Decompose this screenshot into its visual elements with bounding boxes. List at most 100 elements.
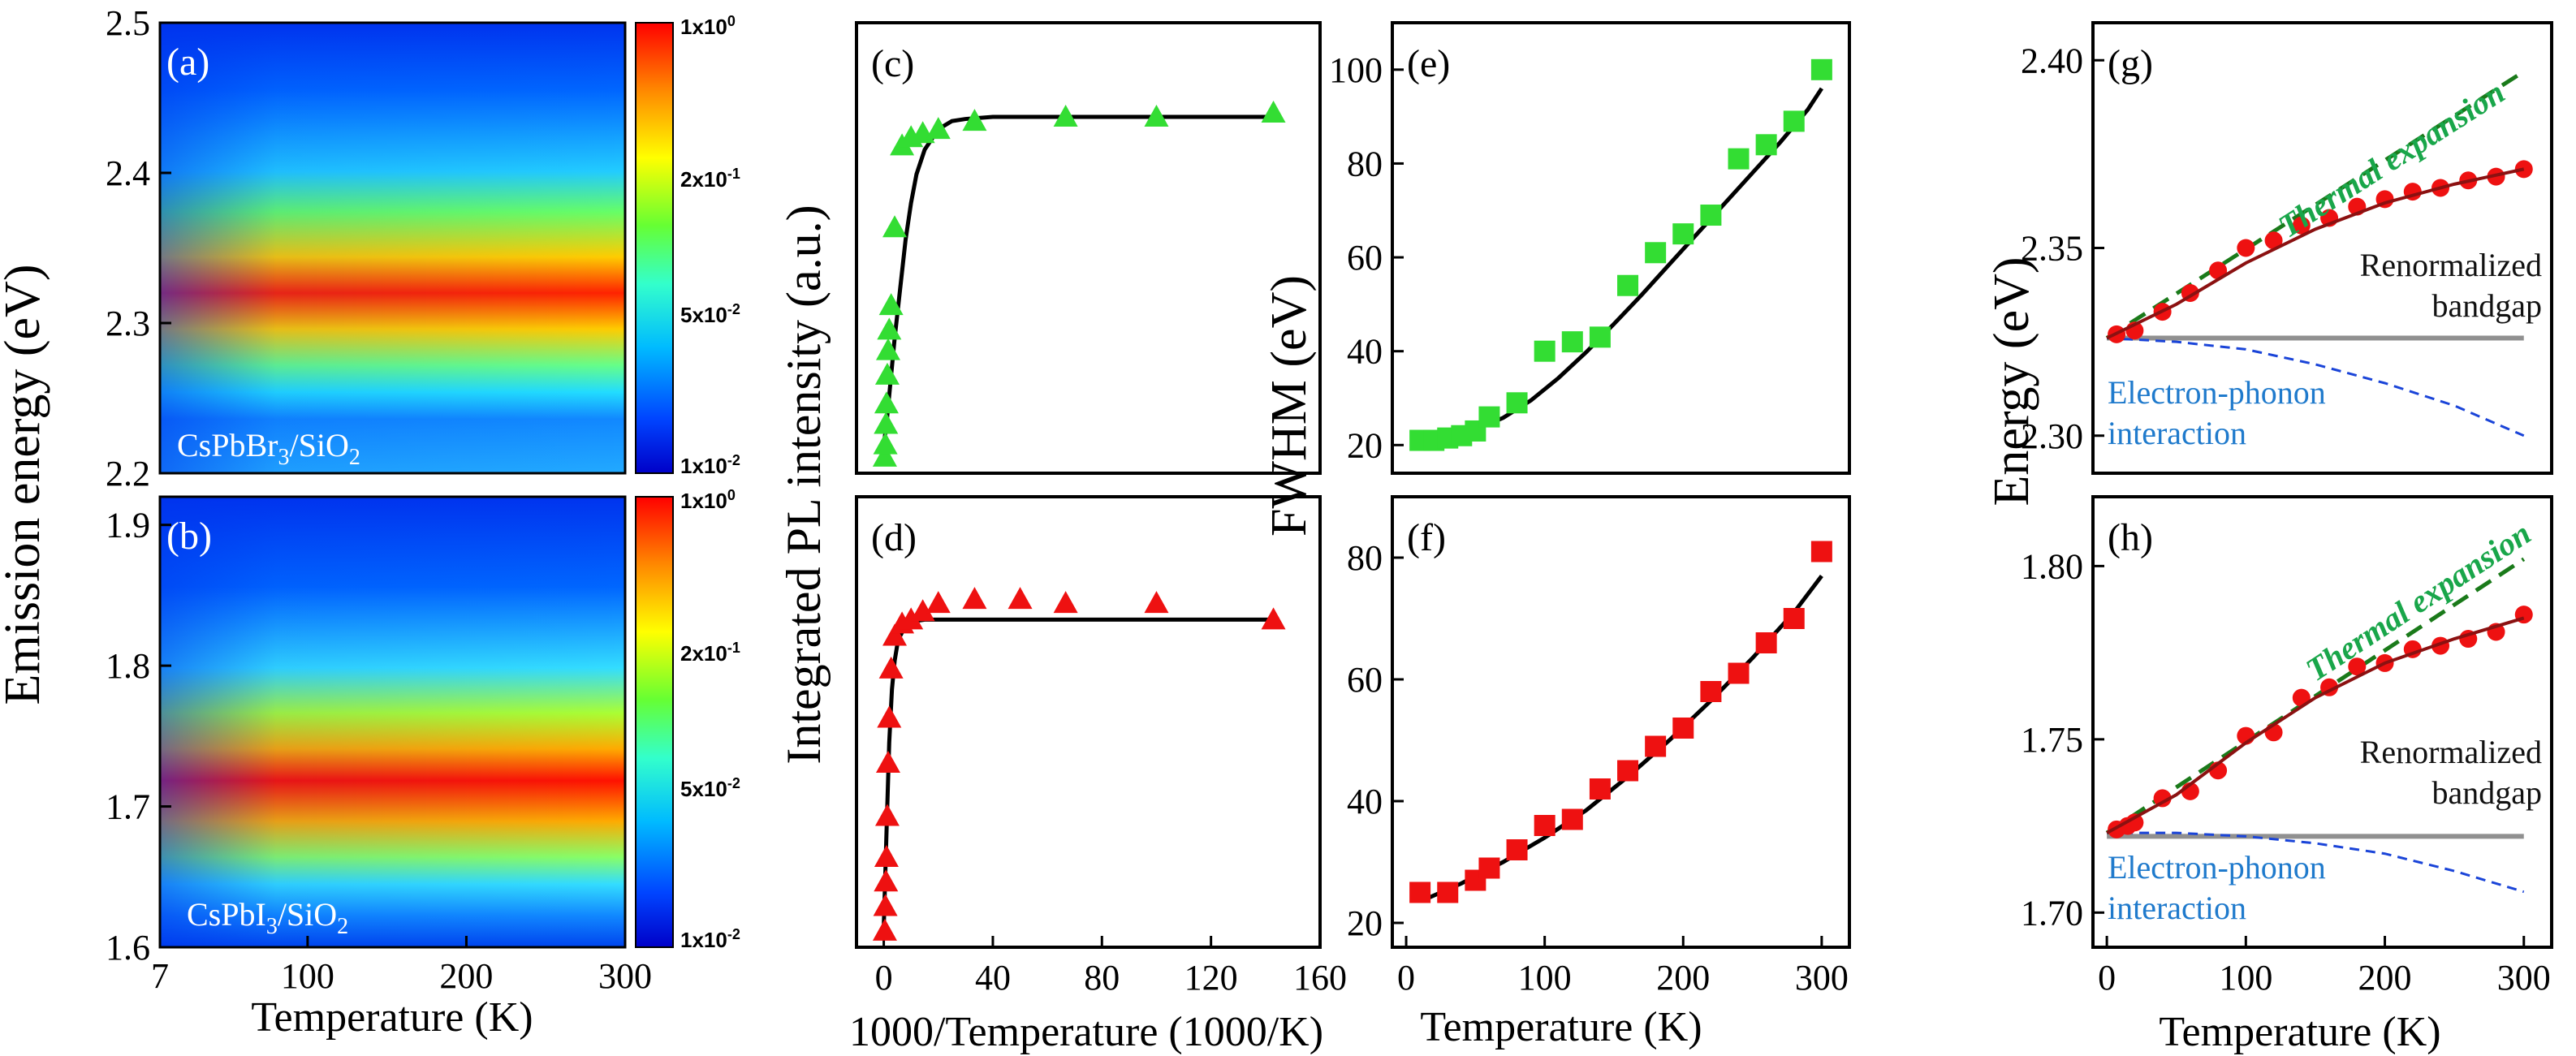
data-point [1810, 58, 1832, 80]
data-point [1755, 632, 1777, 653]
data-point [899, 607, 924, 630]
data-point [1144, 105, 1169, 127]
y-ticks-a: 2.2 2.3 2.4 2.5 [106, 3, 171, 494]
y-tick-label: 1.7 [106, 787, 150, 827]
x-tick-label: 120 [1184, 958, 1238, 998]
x-tick-label: 7 [151, 956, 169, 996]
x-tick-label: 0 [2098, 958, 2116, 998]
y-tick-label: 100 [1329, 50, 1383, 90]
colorbar-a [635, 22, 674, 474]
data-point [1645, 735, 1667, 757]
ylabel-energy: Energy (eV) [1984, 256, 2039, 506]
y-tick-label: 2.2 [106, 454, 150, 494]
data-point [910, 599, 935, 622]
colorbar-label: 2x10-1 [680, 640, 740, 666]
colorbar-exponent: 0 [727, 13, 736, 29]
data-point [874, 362, 900, 385]
data-point [1261, 607, 1286, 630]
colorbar-mantissa: 1x10 [680, 454, 727, 478]
y-tick-label: 20 [1347, 903, 1383, 943]
y-tick-label: 2.35 [2021, 229, 2083, 269]
colorbar-exponent: -2 [727, 926, 740, 942]
ylabel-fwhm: FWHM (eV) [1262, 275, 1317, 537]
data-point [1409, 881, 1431, 903]
y-tick-label: 40 [1347, 332, 1383, 372]
colorbar-mantissa: 5x10 [680, 777, 727, 801]
xlabel-temperature-ef: Temperature (K) [1420, 1004, 1702, 1050]
data-point [1506, 392, 1528, 414]
data-point [1672, 223, 1694, 245]
renormalized-label: Renormalized [2360, 247, 2542, 283]
data-point [1506, 839, 1528, 860]
data-point [1534, 815, 1556, 836]
interaction-label: interaction [2108, 415, 2246, 451]
y-tick-label: 2.4 [106, 153, 150, 193]
colorbar-exponent: 0 [727, 487, 736, 503]
data-point [875, 338, 900, 360]
data-point [1755, 134, 1777, 156]
heatmap-b-shade [160, 497, 625, 947]
thermal-expansion-label: Thermal expansion [2299, 515, 2537, 688]
fit-line [882, 617, 1279, 927]
colorbar-exponent: -1 [727, 166, 740, 182]
data-point [1534, 340, 1556, 362]
fit-line [2106, 616, 2525, 834]
x-tick-label: 300 [598, 956, 652, 996]
x-ticks-b: 7 100 200 300 [151, 936, 652, 996]
fit-line [882, 114, 1279, 446]
panel-g: (g) 2.30 2.35 2.40 Thermal expansionRenormal… [2021, 21, 2553, 475]
ylabel-emission-energy: Emission energy (eV) [0, 265, 50, 705]
colorbar-mantissa: 2x10 [680, 641, 727, 666]
data-point [2348, 657, 2367, 676]
data-point [1561, 808, 1583, 830]
colorbar-label: 5x10-2 [680, 301, 740, 327]
data-point [878, 293, 904, 316]
data-point [875, 750, 900, 773]
colorbar-label: 2x10-1 [680, 166, 740, 192]
y-tick-label: 1.6 [106, 928, 150, 968]
colorbar-label: 1x10-2 [680, 926, 740, 952]
data-point [2125, 813, 2144, 832]
panel-a: (a) CsPbBr3/SiO2 2.22.32.42.5 1x1002x10-… [106, 3, 740, 494]
panel-c: (c) [855, 21, 1322, 475]
colorbar-mantissa: 2x10 [680, 167, 727, 192]
data-point [962, 587, 987, 610]
data-point [1261, 101, 1286, 123]
colorbar-exponent: -2 [727, 452, 740, 468]
data-point [1561, 331, 1583, 353]
colorbar-exponent: -2 [727, 301, 740, 317]
y-ticks-b: 1.6 1.7 1.8 1.9 [106, 506, 171, 968]
y-tick-label: 1.75 [2021, 720, 2083, 760]
fit-line [2106, 167, 2525, 340]
data-point [882, 623, 908, 646]
data-point [2237, 239, 2255, 257]
colorbar-exponent: -2 [727, 775, 740, 791]
x-tick-label: 40 [975, 958, 1011, 998]
data-point [874, 845, 899, 867]
data-point [962, 109, 987, 131]
colorbar-b [635, 496, 674, 948]
xlabel-temperature-ab: Temperature (K) [251, 994, 533, 1041]
xlabel-temperature-gh: Temperature (K) [2159, 1009, 2440, 1055]
data-point [1589, 326, 1611, 348]
data-point [926, 591, 951, 614]
y-tick-label: 1.70 [2021, 893, 2083, 933]
panel-label-b: (b) [166, 515, 212, 558]
data-point [877, 317, 902, 340]
colorbar-mantissa: 5x10 [680, 303, 727, 327]
panel-b: (b) CsPbI3/SiO2 1.61.71.81.9 7 100 200 300 … [106, 487, 740, 996]
data-point [877, 705, 902, 728]
data-point [872, 918, 897, 941]
y-tick-label: 2.3 [106, 304, 150, 343]
x-tick-label: 100 [1518, 958, 1572, 998]
fit-line [1426, 574, 1823, 901]
data-point [1144, 591, 1169, 614]
renormalized-label: Renormalized [2360, 734, 2542, 770]
data-point [2209, 261, 2228, 280]
electron-phonon-line [2107, 337, 2525, 437]
data-point [1672, 718, 1694, 739]
y-tick-label: 80 [1347, 538, 1383, 578]
data-point [1589, 778, 1611, 800]
data-point [1478, 406, 1500, 428]
y-tick-label: 2.30 [2021, 416, 2083, 456]
